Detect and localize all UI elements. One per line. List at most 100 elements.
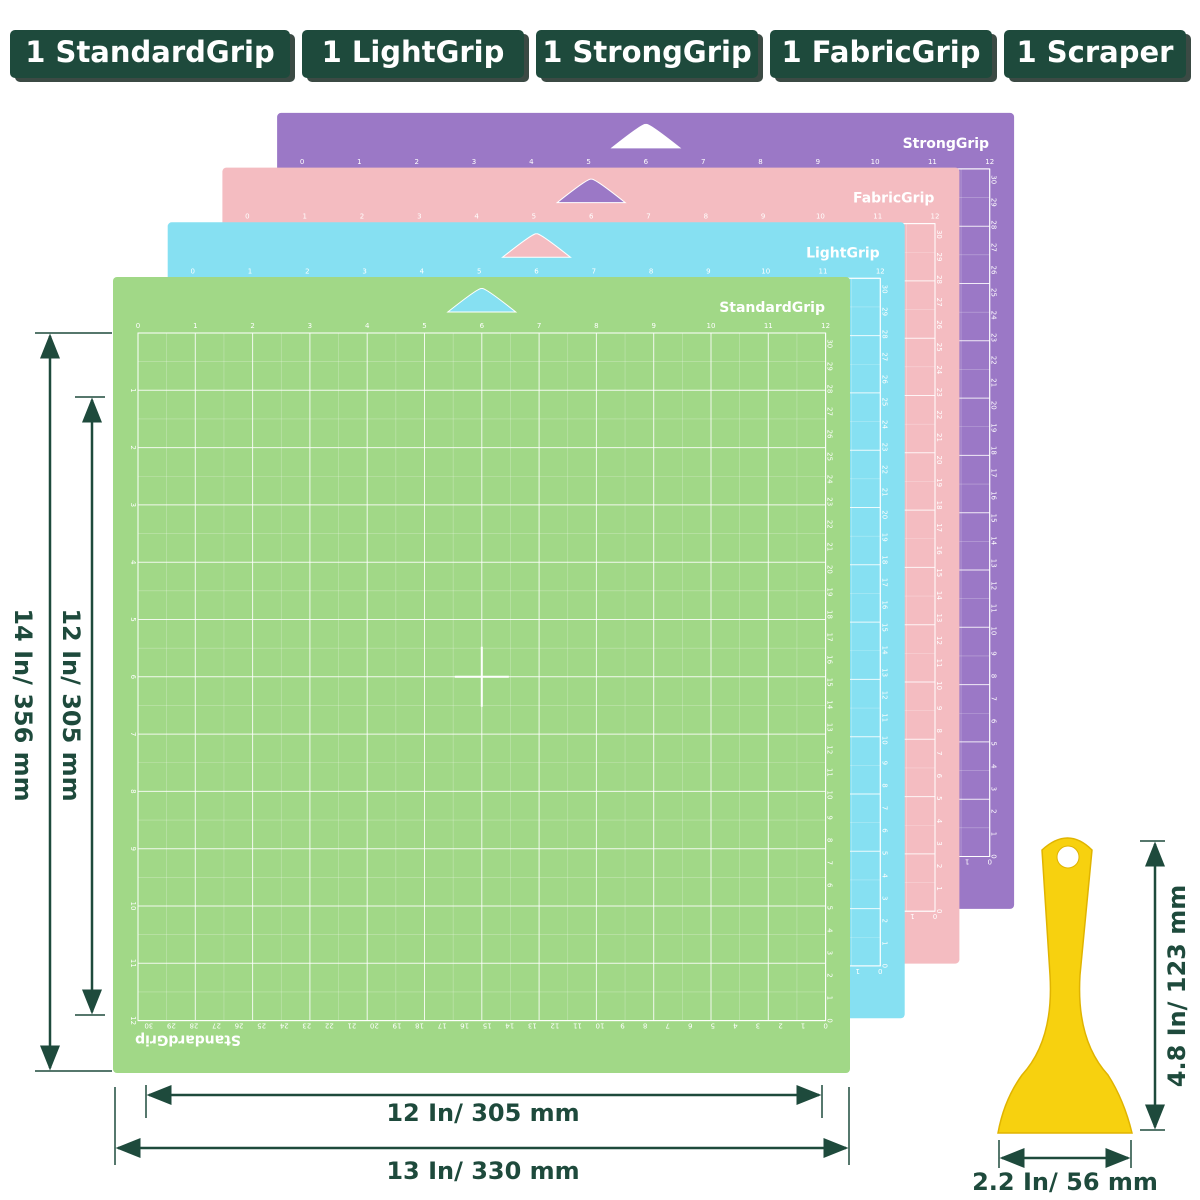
ruler-label: 21 [935, 433, 943, 442]
ruler-label: 0 [190, 267, 194, 275]
ruler-label: 10 [761, 267, 770, 275]
ruler-label: 0 [880, 964, 888, 968]
ruler-label: 1 [801, 1022, 805, 1030]
ruler-label: 1 [856, 967, 860, 975]
dimension-label: 4.8 In/ 123 mm [1163, 885, 1191, 1087]
badge-text: 1 FabricGrip [782, 35, 981, 69]
ruler-label: 12 [985, 158, 994, 166]
ruler-label: 0 [300, 158, 304, 166]
ruler-label: 19 [990, 423, 998, 432]
ruler-label: 0 [990, 854, 998, 858]
ruler-label: 2 [778, 1022, 782, 1030]
ruler-label: 29 [935, 253, 943, 262]
ruler-label: 4 [935, 819, 943, 824]
ruler-label: 25 [990, 288, 998, 297]
ruler-label: 27 [935, 298, 943, 307]
ruler-label: 16 [826, 655, 834, 664]
ruler-label: 25 [880, 397, 888, 406]
ruler-label: 2 [129, 445, 137, 449]
ruler-label: 6 [990, 719, 998, 724]
ruler-label: 12 [876, 267, 885, 275]
ruler-label: 28 [826, 384, 834, 393]
ruler-label: 0 [245, 213, 249, 221]
ruler-label: 6 [826, 883, 834, 888]
ruler-label: 5 [990, 741, 998, 745]
ruler-label: 10 [596, 1022, 605, 1030]
ruler-label: 24 [880, 420, 888, 429]
ruler-label: 17 [438, 1022, 447, 1030]
hang-notch [446, 287, 518, 313]
ruler-label: 19 [393, 1022, 402, 1030]
ruler-label: 15 [483, 1022, 492, 1030]
ruler-label: 10 [880, 736, 888, 745]
ruler-label: 18 [826, 610, 834, 619]
ruler-label: 12 [935, 636, 943, 645]
ruler-label: 28 [189, 1022, 198, 1030]
ruler-label: 10 [129, 902, 137, 911]
ruler-label: 26 [880, 375, 888, 384]
ruler-label: 16 [990, 491, 998, 500]
ruler-label: 16 [460, 1022, 469, 1030]
ruler-label: 21 [826, 542, 834, 551]
ruler-label: 7 [665, 1022, 669, 1030]
ruler-label: 8 [826, 838, 834, 842]
ruler-label: 7 [880, 806, 888, 810]
ruler-label: 29 [826, 362, 834, 371]
ruler-label: 5 [935, 796, 943, 800]
ruler-label: 14 [990, 536, 998, 545]
ruler-label: 13 [528, 1022, 537, 1030]
ruler-label: 4 [990, 764, 998, 769]
ruler-label: 9 [129, 846, 137, 850]
ruler-label: 20 [370, 1022, 379, 1030]
ruler-label: 23 [935, 388, 943, 397]
ruler-label: 0 [823, 1022, 827, 1030]
ruler-label: 11 [573, 1022, 582, 1030]
ruler-label: 30 [990, 175, 998, 184]
ruler-label: 22 [325, 1022, 334, 1030]
ruler-label: 5 [532, 213, 536, 221]
ruler-label: 3 [417, 213, 421, 221]
ruler-label: 1 [910, 912, 914, 920]
ruler-label: 26 [234, 1022, 243, 1030]
ruler-label: 3 [472, 158, 476, 166]
ruler-label: 12 [129, 1016, 137, 1025]
ruler-label: 12 [931, 213, 940, 221]
ruler-label: 15 [880, 623, 888, 632]
ruler-label: 10 [871, 158, 880, 166]
scraper-hole [1056, 845, 1080, 869]
ruler-label: 7 [826, 860, 834, 864]
ruler-label: 4 [826, 928, 834, 933]
mat-label: StandardGrip [719, 300, 825, 316]
ruler-label: 21 [347, 1022, 356, 1030]
ruler-label: 1 [880, 941, 888, 945]
mat-label: StrongGrip [903, 136, 990, 152]
ruler-label: 22 [935, 410, 943, 419]
ruler-label: 3 [880, 896, 888, 900]
ruler-label: 6 [589, 213, 594, 221]
ruler-label: 9 [990, 651, 998, 655]
ruler-label: 1 [302, 213, 306, 221]
ruler-label: 29 [880, 307, 888, 316]
badge-text: 1 StandardGrip [25, 35, 274, 69]
ruler-label: 29 [990, 198, 998, 207]
ruler-label: 17 [826, 633, 834, 642]
ruler-label: 11 [129, 959, 137, 968]
ruler-label: 12 [550, 1022, 559, 1030]
ruler-label: 0 [987, 858, 991, 866]
mat-label: FabricGrip [853, 191, 934, 207]
ruler-label: 13 [880, 668, 888, 677]
ruler-label: 27 [990, 243, 998, 252]
ruler-label: 15 [826, 678, 834, 687]
ruler-label: 23 [990, 333, 998, 342]
ruler-label: 7 [990, 696, 998, 700]
ruler-label: 4 [420, 267, 425, 275]
ruler-label: 11 [764, 322, 773, 330]
badge-text: 1 LightGrip [322, 35, 505, 69]
ruler-label: 18 [415, 1022, 424, 1030]
badge [1004, 30, 1186, 78]
ruler-label: 6 [880, 828, 888, 833]
ruler-label: 3 [990, 787, 998, 791]
mat-label: LightGrip [806, 245, 880, 261]
ruler-label: 15 [990, 514, 998, 523]
